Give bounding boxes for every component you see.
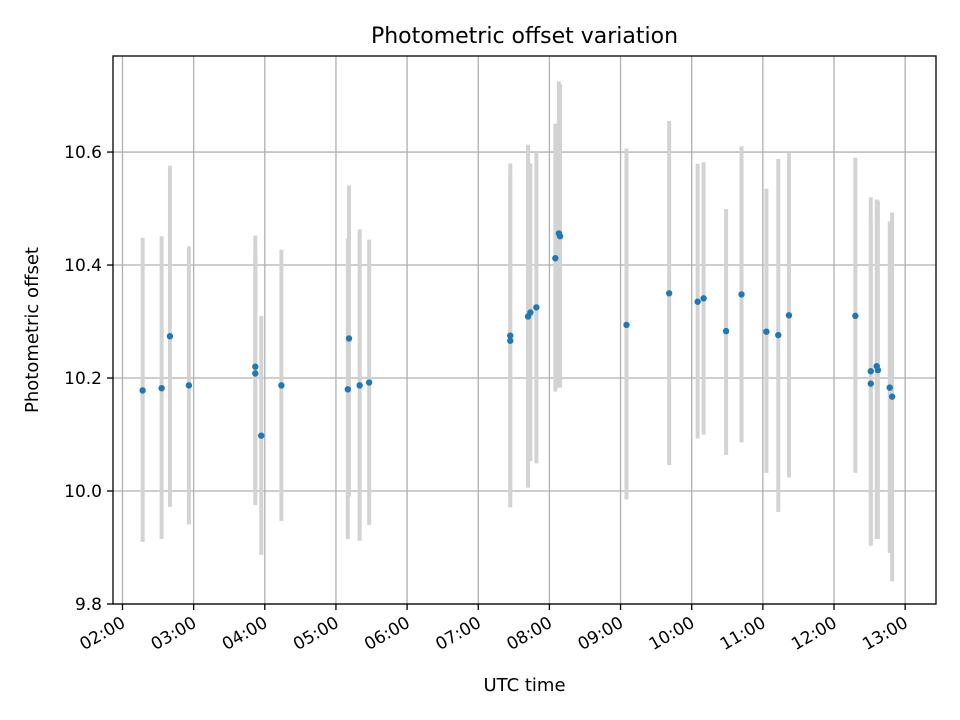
- data-point: [874, 366, 882, 374]
- data-point: [258, 432, 265, 439]
- chart-title: Photometric offset variation: [371, 24, 678, 49]
- data-point: [158, 384, 165, 392]
- data-point: [344, 386, 352, 393]
- y-tick-label: 10.2: [64, 369, 102, 389]
- data-point: [252, 363, 259, 370]
- data-point: [886, 384, 893, 391]
- data-point: [852, 312, 859, 320]
- data-point: [278, 382, 285, 389]
- data-point: [139, 387, 146, 394]
- data-point: [356, 382, 363, 389]
- x-axis-label: UTC time: [483, 675, 565, 696]
- data-point: [623, 321, 630, 329]
- y-tick-label: 10.0: [64, 482, 102, 502]
- data-point: [166, 333, 174, 340]
- data-points: [139, 230, 896, 439]
- data-point: [785, 312, 793, 319]
- data-point: [763, 328, 770, 335]
- data-point: [665, 290, 673, 297]
- y-tick-label: 10.6: [64, 143, 102, 163]
- data-point: [365, 379, 373, 386]
- y-tick-label: 9.8: [75, 595, 102, 615]
- data-point: [694, 298, 701, 305]
- data-point: [533, 304, 540, 311]
- data-point: [556, 233, 564, 240]
- data-point: [345, 335, 353, 342]
- data-point: [700, 295, 707, 302]
- y-axis: 9.8 10.0 10.2 10.4 10.6: [64, 143, 113, 615]
- data-point: [507, 332, 514, 339]
- plot-area-frame: [112, 55, 937, 605]
- data-point: [252, 370, 259, 377]
- y-tick-label: 10.4: [64, 256, 102, 276]
- data-point: [738, 291, 745, 298]
- y-axis-label: Photometric offset: [22, 247, 43, 413]
- data-point: [185, 382, 193, 389]
- data-point: [527, 309, 534, 316]
- data-point: [507, 337, 514, 344]
- data-point: [867, 368, 874, 375]
- data-point: [867, 380, 874, 387]
- data-point: [552, 255, 559, 262]
- data-point: [775, 331, 782, 339]
- grid: [113, 56, 936, 605]
- data-point: [888, 393, 896, 400]
- data-point: [722, 327, 730, 335]
